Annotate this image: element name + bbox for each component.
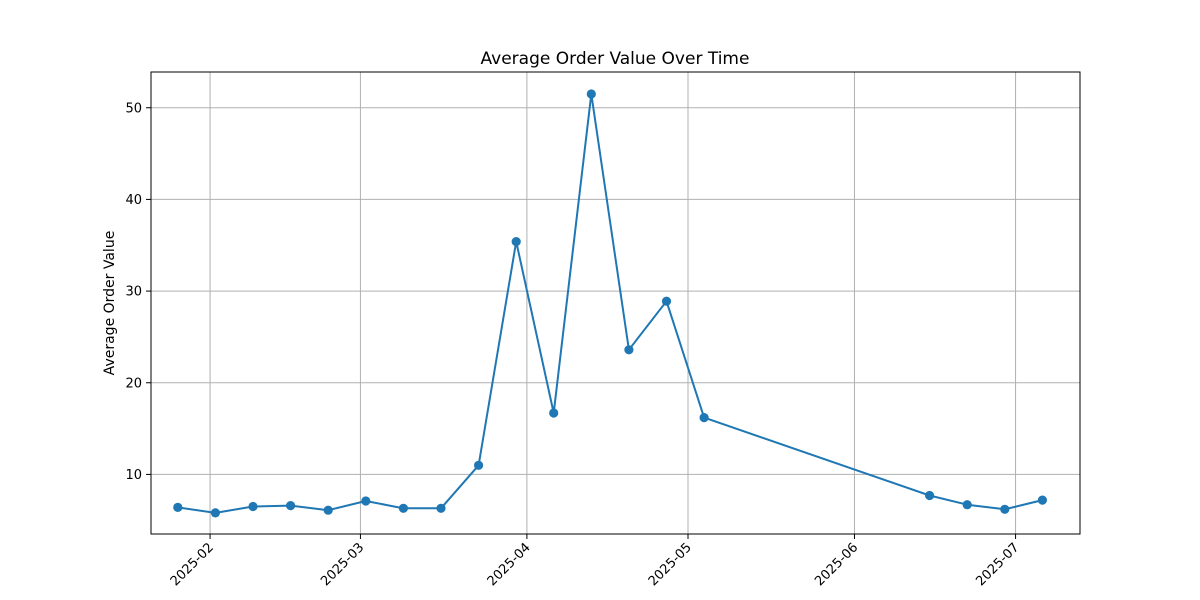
x-tick-label: 2025-03 [318,540,367,589]
data-point [1037,495,1047,505]
data-point [661,296,672,306]
data-point [210,508,220,518]
y-tick-label: 40 [125,193,142,208]
series-line [177,93,1043,514]
x-tick-label: 2025-02 [168,540,217,589]
x-tick-label: 2025-04 [485,540,534,589]
series-layer [173,89,1047,518]
data-point [586,89,596,99]
data-point [474,460,484,470]
plot-frame [150,71,1081,535]
data-point [248,501,258,512]
x-tick-label: 2025-07 [973,540,1022,589]
x-tick-label: 2025-05 [646,540,695,589]
data-point [925,490,935,501]
ticks-layer: 10 20 30 40 50 2025-02 2025-03 2025-04 2025-05 20… [125,101,1022,589]
data-point [361,496,371,506]
chart-title: Average Order Value Over Time [481,49,750,69]
data-point [398,503,408,513]
data-point [624,345,634,355]
y-tick-label: 30 [125,285,142,300]
data-point [549,408,559,418]
data-point [173,502,183,512]
y-tick-label: 50 [125,101,142,116]
y-tick-label: 20 [125,376,142,391]
y-axis-label: Average Order Value [102,231,118,376]
grid-layer [151,72,1080,534]
data-point [699,413,709,423]
x-tick-label: 2025-06 [812,540,861,589]
data-point [962,500,972,510]
data-point [323,505,333,515]
data-point [286,501,296,511]
data-point [511,237,521,247]
y-tick-label: 10 [125,468,142,483]
data-point [1000,504,1010,514]
data-point [436,503,446,513]
